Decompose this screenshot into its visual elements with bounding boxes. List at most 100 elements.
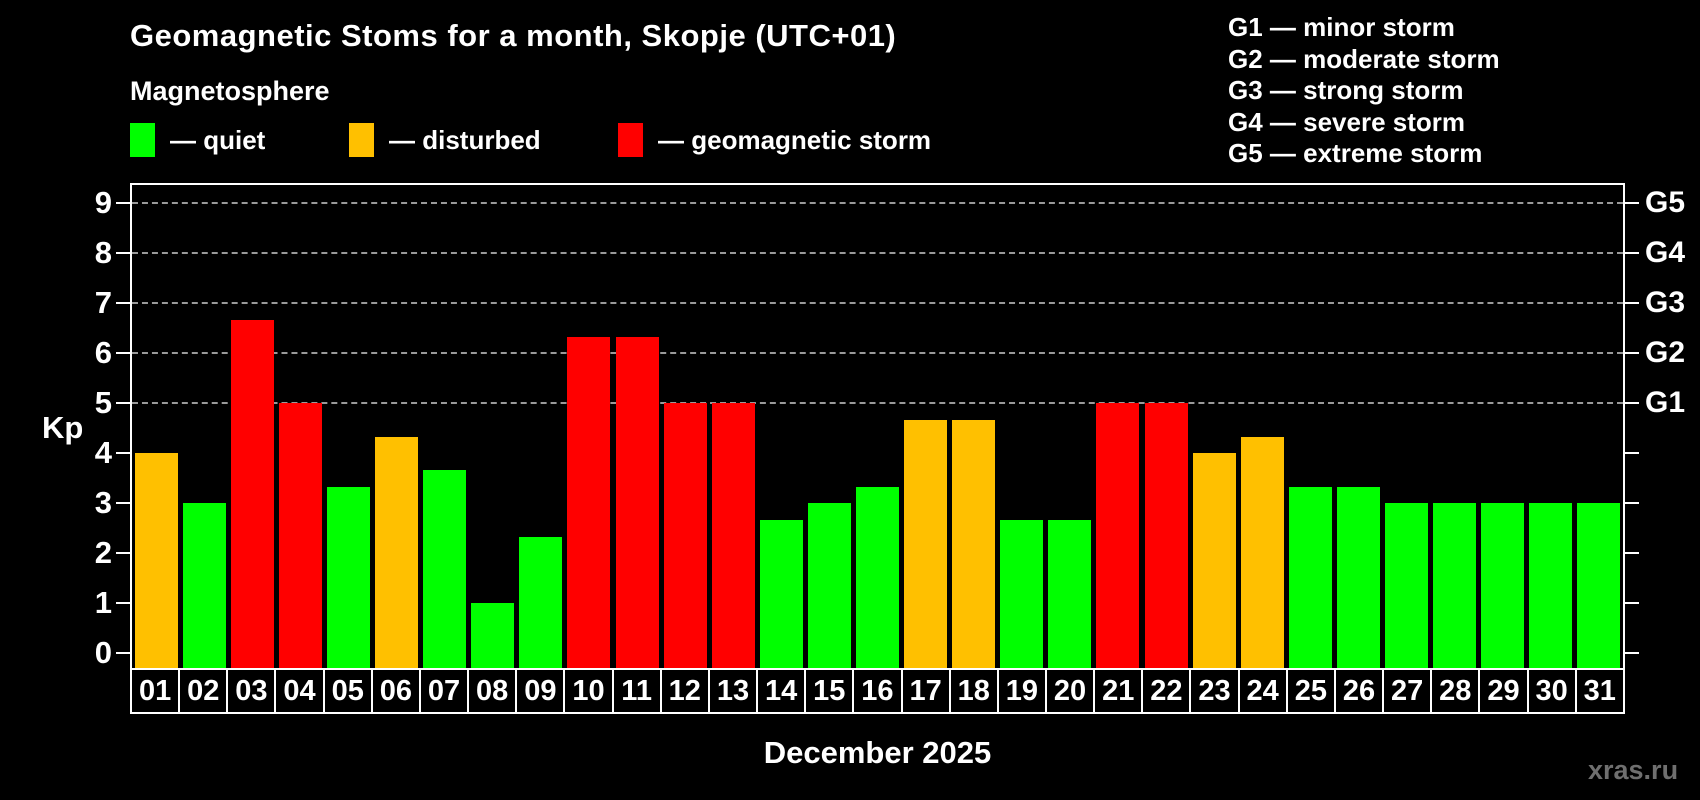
bar-day-16 (856, 486, 899, 668)
day-label-12: 12 (659, 668, 710, 714)
g-scale-legend-line-g5: G5 — extreme storm (1228, 138, 1483, 169)
right-tick-kp-1 (1625, 602, 1639, 604)
bar-day-18 (952, 419, 996, 668)
y-axis-label-0: 0 (94, 635, 112, 670)
day-label-24: 24 (1237, 668, 1288, 714)
g-scale-legend-line-g2: G2 — moderate storm (1228, 43, 1500, 74)
right-tick-kp-9 (1625, 202, 1639, 204)
quiet-color-swatch (130, 123, 155, 157)
day-label-31: 31 (1574, 668, 1625, 714)
gridline-kp-6 (132, 352, 1623, 354)
day-label-20: 20 (1044, 668, 1096, 714)
right-tick-kp-6 (1625, 352, 1639, 354)
bar-day-14 (759, 519, 803, 668)
x-axis-title: December 2025 (763, 735, 992, 770)
bar-day-15 (807, 503, 851, 668)
day-label-29: 29 (1478, 668, 1529, 714)
g-scale-label-g3: G3 (1645, 286, 1686, 319)
bar-day-24 (1240, 436, 1284, 668)
day-label-16: 16 (852, 668, 903, 714)
bar-day-06 (375, 436, 419, 668)
day-label-17: 17 (900, 668, 951, 714)
bar-day-03 (230, 319, 274, 668)
day-label-04: 04 (274, 668, 325, 714)
gridline-kp-8 (132, 252, 1623, 254)
status-legend: — quiet — disturbed — geomagnetic storm (0, 121, 1100, 159)
bar-day-04 (278, 403, 322, 668)
bar-day-01 (134, 453, 178, 668)
g-scale-label-g5: G5 (1645, 186, 1686, 219)
legend-item-storm: — geomagnetic storm (618, 121, 931, 159)
bar-day-27 (1385, 503, 1429, 668)
left-tick-kp-6 (116, 352, 130, 354)
legend-label-quiet: — quiet (170, 124, 266, 155)
legend-item-disturbed: — disturbed (349, 121, 541, 159)
right-tick-kp-8 (1625, 252, 1639, 254)
bar-day-30 (1529, 503, 1573, 668)
bar-day-19 (1000, 519, 1044, 668)
legend-item-quiet: — quiet (130, 121, 265, 159)
left-tick-kp-2 (116, 552, 130, 554)
bar-day-10 (567, 336, 611, 668)
bar-day-21 (1096, 403, 1140, 668)
bar-day-07 (423, 469, 467, 668)
day-label-15: 15 (804, 668, 855, 714)
y-axis-label-2: 2 (94, 535, 112, 570)
legend-label-storm: — geomagnetic storm (658, 124, 932, 155)
day-label-02: 02 (178, 668, 229, 714)
y-axis-label-1: 1 (94, 585, 112, 620)
day-label-06: 06 (370, 668, 421, 714)
bar-day-05 (326, 486, 370, 668)
day-label-13: 13 (707, 668, 759, 714)
left-tick-kp-8 (116, 252, 130, 254)
g-scale-legend-line-g1: G1 — minor storm (1228, 12, 1455, 42)
bar-day-13 (711, 403, 755, 668)
bar-day-28 (1433, 503, 1477, 668)
gridline-kp-7 (132, 302, 1623, 304)
g-scale-label-g2: G2 (1645, 336, 1686, 369)
day-label-08: 08 (467, 668, 518, 714)
g-scale-legend: G1 — minor storm G2 — moderate storm G3 … (1228, 12, 1500, 170)
g-scale-label-g1: G1 (1645, 386, 1686, 419)
x-axis-day-labels: 01 02 03 04 05 06 07 08 09 10 11 12 13 14 15 16 17 18 19 20… (130, 668, 1625, 714)
storm-color-swatch (618, 123, 643, 157)
left-tick-kp-1 (116, 602, 130, 604)
watermark: xras.ru (1588, 755, 1679, 785)
disturbed-color-swatch (349, 123, 374, 157)
left-tick-kp-7 (116, 302, 130, 304)
left-tick-kp-4 (116, 452, 130, 454)
bar-day-02 (182, 503, 226, 668)
g-scale-label-g4: G4 (1645, 236, 1686, 269)
y-axis-label-4: 4 (94, 435, 112, 470)
y-axis-label-3: 3 (94, 485, 112, 520)
bar-day-09 (519, 536, 563, 668)
g-scale-legend-line-g4: G4 — severe storm (1228, 106, 1466, 137)
y-axis-label-7: 7 (94, 285, 112, 320)
day-label-18: 18 (948, 668, 999, 714)
right-tick-kp-4 (1625, 452, 1639, 454)
right-tick-kp-0 (1625, 652, 1639, 654)
right-tick-kp-5 (1625, 402, 1639, 404)
bar-day-31 (1577, 503, 1621, 668)
bar-day-29 (1481, 503, 1525, 668)
bar-day-22 (1144, 403, 1188, 668)
left-tick-kp-5 (116, 402, 130, 404)
y-axis-label-5: 5 (94, 385, 112, 420)
day-label-28: 28 (1430, 668, 1481, 714)
day-label-11: 11 (611, 668, 662, 714)
bar-day-12 (663, 403, 707, 668)
day-label-25: 25 (1285, 668, 1336, 714)
left-tick-kp-0 (116, 652, 130, 654)
right-tick-kp-7 (1625, 302, 1639, 304)
day-label-05: 05 (322, 668, 373, 714)
day-label-09: 09 (515, 668, 566, 714)
y-axis-label-6: 6 (94, 335, 112, 370)
right-tick-kp-2 (1625, 552, 1639, 554)
day-label-27: 27 (1382, 668, 1433, 714)
left-tick-kp-9 (116, 202, 130, 204)
day-label-22: 22 (1141, 668, 1192, 714)
bar-day-11 (615, 336, 659, 668)
day-label-26: 26 (1333, 668, 1385, 714)
chart-subtitle: Magnetosphere (130, 76, 330, 106)
day-label-23: 23 (1189, 668, 1240, 714)
